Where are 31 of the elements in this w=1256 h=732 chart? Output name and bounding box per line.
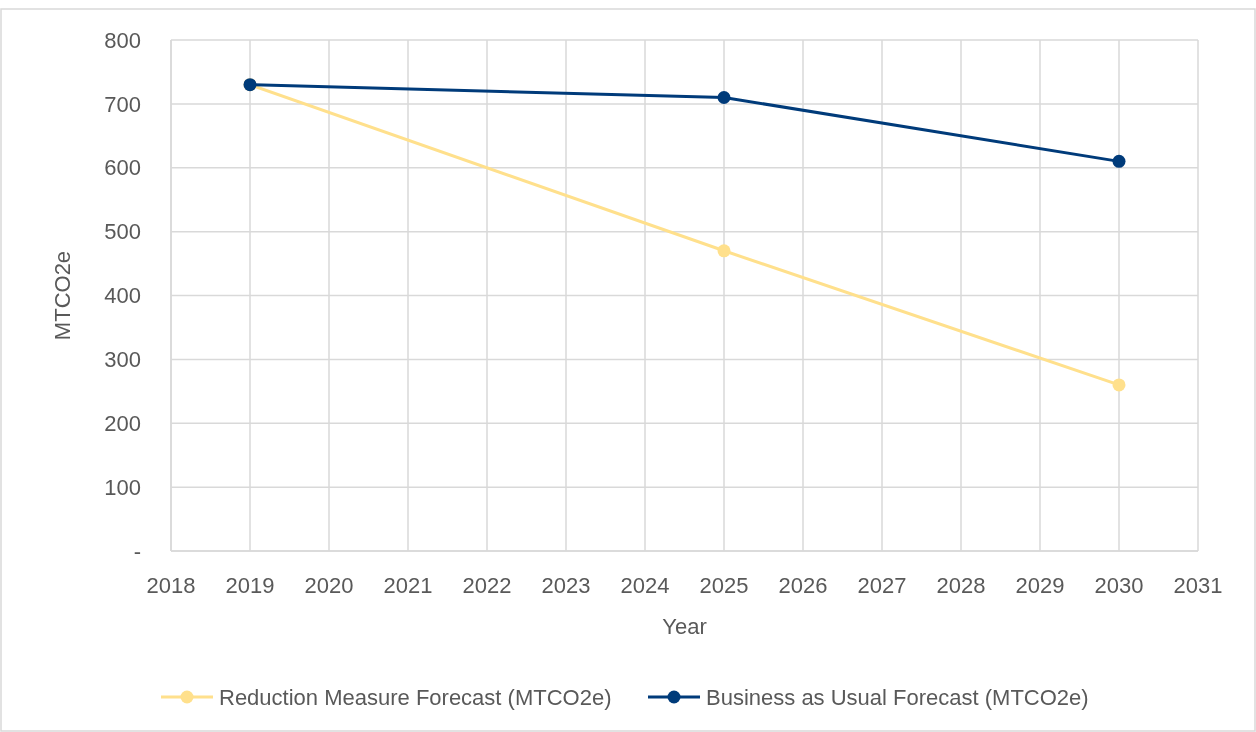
x-tick-label: 2028 xyxy=(936,573,986,598)
y-tick-label: 100 xyxy=(104,474,141,500)
x-tick-label: 2027 xyxy=(857,573,907,598)
x-tick-label: 2026 xyxy=(778,573,828,598)
x-tick-label: 2019 xyxy=(225,573,275,598)
x-tick-label: 2031 xyxy=(1173,573,1223,598)
point xyxy=(717,244,731,258)
x-tick-label: 2021 xyxy=(383,573,433,598)
y-tick-label: 400 xyxy=(104,283,141,309)
x-tick-label: 2020 xyxy=(304,573,354,598)
x-tick-label: 2030 xyxy=(1094,573,1144,598)
y-axis-title: MTCO2e xyxy=(50,250,75,341)
legend-label: Reduction Measure Forecast (MTCO2e) xyxy=(219,684,612,710)
y-tick-label: 200 xyxy=(104,410,141,436)
x-tick-label: 2023 xyxy=(541,573,591,598)
x-tick-label: 2029 xyxy=(1015,573,1065,598)
point xyxy=(1112,378,1126,392)
x-axis-title: Year xyxy=(662,614,707,639)
point xyxy=(1112,154,1126,168)
y-tick-label: 800 xyxy=(104,27,141,53)
y-tick-label: - xyxy=(133,538,141,564)
y-tick-label: 500 xyxy=(104,219,141,245)
x-tick-label: 2025 xyxy=(699,573,749,598)
point xyxy=(717,90,731,104)
x-tick-label: 2018 xyxy=(146,573,196,598)
x-tick-label: 2024 xyxy=(620,573,670,598)
y-tick-label: 600 xyxy=(104,155,141,181)
x-tick-label: 2022 xyxy=(462,573,512,598)
y-tick-label: 300 xyxy=(104,347,141,373)
y-tick-label: 700 xyxy=(104,91,141,117)
legend-label: Business as Usual Forecast (MTCO2e) xyxy=(706,684,1089,710)
